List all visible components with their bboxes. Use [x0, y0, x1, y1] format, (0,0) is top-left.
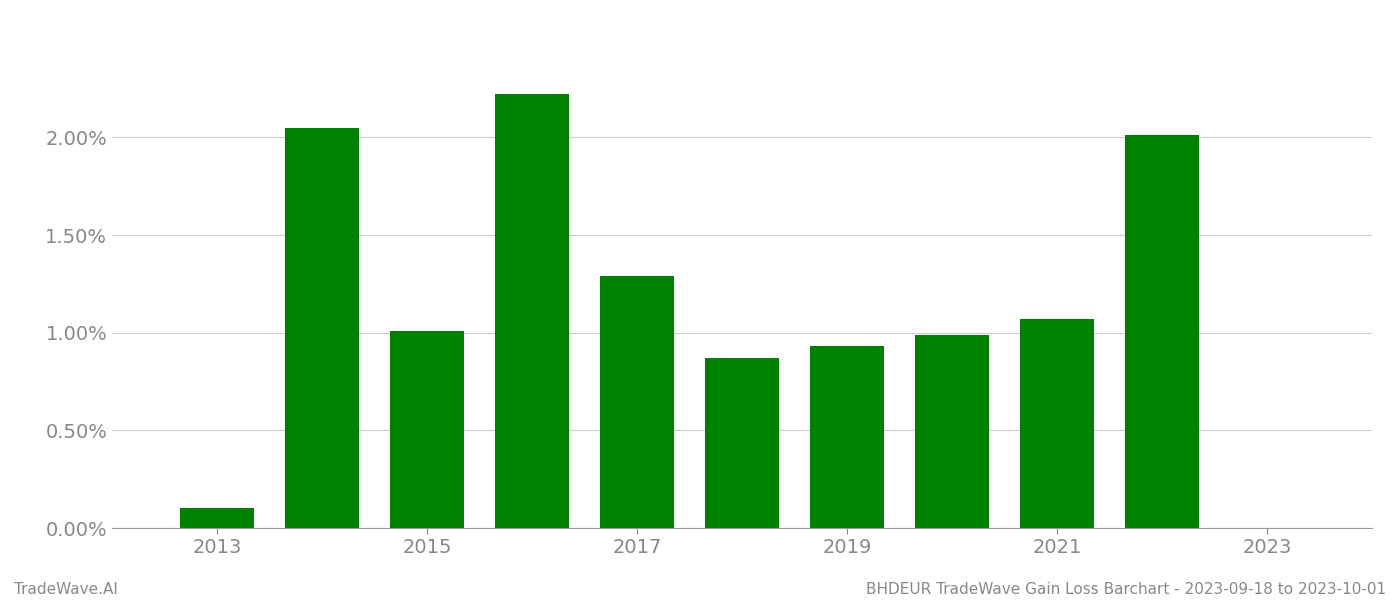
Bar — [811, 346, 883, 528]
Bar — [286, 128, 358, 528]
Bar — [1021, 319, 1093, 528]
Bar — [706, 358, 778, 528]
Text: BHDEUR TradeWave Gain Loss Barchart - 2023-09-18 to 2023-10-01: BHDEUR TradeWave Gain Loss Barchart - 20… — [865, 582, 1386, 597]
Bar — [1126, 136, 1198, 528]
Bar — [601, 276, 673, 528]
Bar — [181, 508, 253, 528]
Bar — [391, 331, 463, 528]
Text: TradeWave.AI: TradeWave.AI — [14, 582, 118, 597]
Bar — [916, 335, 988, 528]
Bar — [496, 94, 568, 528]
